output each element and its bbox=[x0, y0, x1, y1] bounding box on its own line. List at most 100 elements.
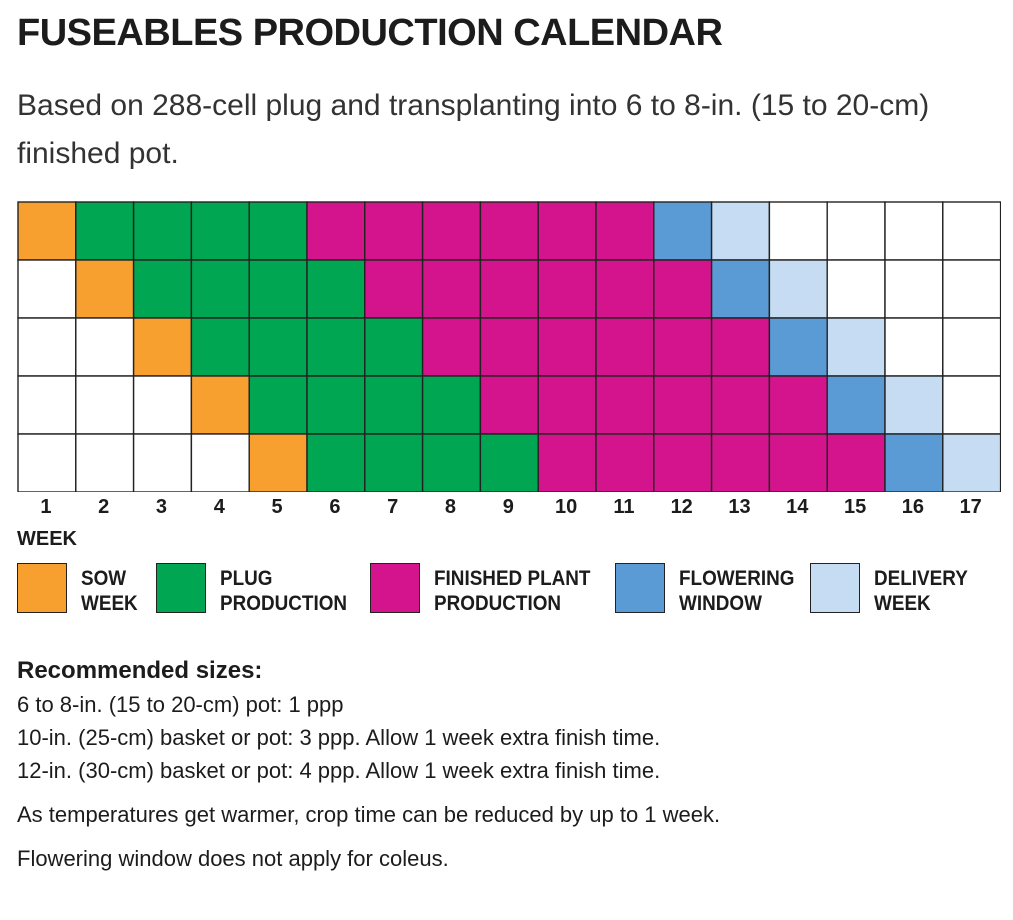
week-tick-6: 6 bbox=[329, 496, 341, 518]
cell-row5-week3-empty bbox=[132, 433, 193, 492]
legend-label-plug: PLUG PRODUCTION bbox=[220, 567, 348, 615]
cell-row1-week4-plug bbox=[190, 201, 250, 261]
cell-row5-week13-finished bbox=[710, 433, 771, 492]
week-tick-15: 15 bbox=[843, 496, 867, 518]
cell-row1-week9-finished bbox=[479, 201, 539, 261]
cell-row3-week6-plug bbox=[306, 317, 366, 377]
legend-item-delivery: DELIVERY WEEK bbox=[810, 563, 978, 616]
legend-label-sow: SOW WEEK bbox=[81, 567, 138, 615]
cell-row5-week10-finished bbox=[537, 433, 597, 492]
cell-row1-week5-plug bbox=[248, 201, 308, 261]
cell-row4-week10-finished bbox=[537, 375, 597, 435]
cell-row2-week5-plug bbox=[248, 259, 308, 319]
cell-row2-week4-plug bbox=[190, 259, 250, 319]
cell-row3-week5-plug bbox=[248, 317, 308, 377]
temperature-note: As temperatures get warmer, crop time ca… bbox=[17, 802, 721, 827]
production-calendar-grid bbox=[17, 201, 1001, 492]
cell-row4-week4-sow bbox=[190, 375, 250, 435]
legend-label-delivery: DELIVERY WEEK bbox=[874, 567, 968, 615]
cell-row4-week5-plug bbox=[248, 375, 308, 435]
cell-row3-week9-finished bbox=[479, 317, 539, 377]
cell-row3-week4-plug bbox=[190, 317, 250, 377]
legend-label-flowering: FLOWERING WINDOW bbox=[679, 567, 795, 615]
legend-swatch-delivery bbox=[810, 563, 860, 613]
legend-item-finished: FINISHED PLANT PRODUCTION bbox=[370, 563, 608, 616]
legend-swatch-plug bbox=[156, 563, 206, 613]
cell-row1-week13-delivery bbox=[710, 201, 771, 261]
cell-row4-week14-finished bbox=[768, 375, 828, 435]
cell-row1-week2-plug bbox=[75, 201, 135, 261]
cell-row1-week8-finished bbox=[421, 201, 482, 261]
cell-row5-week2-empty bbox=[75, 433, 135, 492]
cell-row4-week16-delivery bbox=[884, 375, 944, 435]
cell-row4-week6-plug bbox=[306, 375, 366, 435]
legend: SOW WEEK PLUG PRODUCTION FINISHED PLANT … bbox=[0, 563, 1013, 619]
cell-row1-week11-finished bbox=[595, 201, 655, 261]
cell-row4-week13-finished bbox=[710, 375, 771, 435]
cell-row2-week11-finished bbox=[595, 259, 655, 319]
cell-row3-week16-empty bbox=[884, 317, 944, 377]
cell-row1-week1-sow bbox=[17, 201, 77, 261]
cell-row3-week11-finished bbox=[595, 317, 655, 377]
cell-row5-week14-finished bbox=[768, 433, 828, 492]
cell-row2-week9-finished bbox=[479, 259, 539, 319]
recommended-sizes-heading: Recommended sizes: bbox=[17, 657, 263, 684]
week-tick-9: 9 bbox=[502, 496, 514, 518]
cell-row2-week15-empty bbox=[826, 259, 886, 319]
cell-row2-week7-finished bbox=[364, 259, 424, 319]
legend-swatch-flowering bbox=[615, 563, 665, 613]
cell-row3-week12-finished bbox=[653, 317, 713, 377]
flowering-note: Flowering window does not apply for cole… bbox=[17, 846, 449, 871]
cell-row3-week8-finished bbox=[421, 317, 482, 377]
cell-row2-week10-finished bbox=[537, 259, 597, 319]
cell-row4-week8-plug bbox=[421, 375, 482, 435]
cell-row3-week7-plug bbox=[364, 317, 424, 377]
size-note-1: 6 to 8-in. (15 to 20-cm) pot: 1 ppp bbox=[17, 692, 344, 717]
cell-row2-week2-sow bbox=[75, 259, 135, 319]
week-tick-11: 11 bbox=[613, 496, 635, 518]
cell-row5-week15-finished bbox=[826, 433, 886, 492]
cell-row1-week17-empty bbox=[942, 201, 1001, 261]
cell-row1-week10-finished bbox=[537, 201, 597, 261]
cell-row4-week9-finished bbox=[479, 375, 539, 435]
cell-row4-week12-finished bbox=[653, 375, 713, 435]
cell-row5-week9-plug bbox=[479, 433, 539, 492]
cell-row5-week7-plug bbox=[364, 433, 424, 492]
page-subtitle: Based on 288-cell plug and transplanting… bbox=[17, 89, 930, 170]
cell-row4-week15-flowering bbox=[826, 375, 886, 435]
week-tick-14: 14 bbox=[786, 496, 809, 518]
cell-row5-week4-empty bbox=[190, 433, 250, 492]
cell-row2-week16-empty bbox=[884, 259, 944, 319]
legend-item-flowering: FLOWERING WINDOW bbox=[615, 563, 807, 616]
legend-item-plug: PLUG PRODUCTION bbox=[156, 563, 361, 616]
cell-row5-week12-finished bbox=[653, 433, 713, 492]
cell-row3-week1-empty bbox=[17, 317, 77, 377]
week-tick-3: 3 bbox=[155, 496, 168, 518]
cell-row4-week2-empty bbox=[75, 375, 135, 435]
size-note-3: 12-in. (30-cm) basket or pot: 4 ppp. All… bbox=[17, 758, 661, 783]
cell-row1-week14-empty bbox=[768, 201, 828, 261]
cell-row1-week15-empty bbox=[826, 201, 886, 261]
week-axis: 1 2 3 4 5 6 7 8 9 10 11 12 13 14 15 16 17 bbox=[17, 496, 1000, 528]
cell-row2-week14-delivery bbox=[768, 259, 828, 319]
cell-row2-week1-empty bbox=[17, 259, 77, 319]
cell-row5-week16-flowering bbox=[884, 433, 944, 492]
cell-row3-week10-finished bbox=[537, 317, 597, 377]
page-title: FUSEABLES PRODUCTION CALENDAR bbox=[17, 12, 723, 54]
cell-row1-week12-flowering bbox=[653, 201, 713, 261]
cell-row2-week17-empty bbox=[942, 259, 1001, 319]
cell-row5-week6-plug bbox=[306, 433, 366, 492]
week-tick-2: 2 bbox=[98, 496, 110, 518]
week-tick-16: 16 bbox=[901, 496, 925, 518]
legend-item-sow: SOW WEEK bbox=[17, 563, 144, 616]
week-axis-label: WEEK bbox=[17, 528, 77, 550]
cell-row3-week15-delivery bbox=[826, 317, 886, 377]
cell-row3-week17-empty bbox=[942, 317, 1001, 377]
cell-row5-week1-empty bbox=[17, 433, 77, 492]
week-tick-4: 4 bbox=[213, 496, 225, 518]
week-tick-1: 1 bbox=[40, 496, 52, 518]
cell-row3-week3-sow bbox=[132, 317, 193, 377]
cell-row5-week17-delivery bbox=[942, 433, 1001, 492]
cell-row1-week7-finished bbox=[364, 201, 424, 261]
cell-row5-week5-sow bbox=[248, 433, 308, 492]
